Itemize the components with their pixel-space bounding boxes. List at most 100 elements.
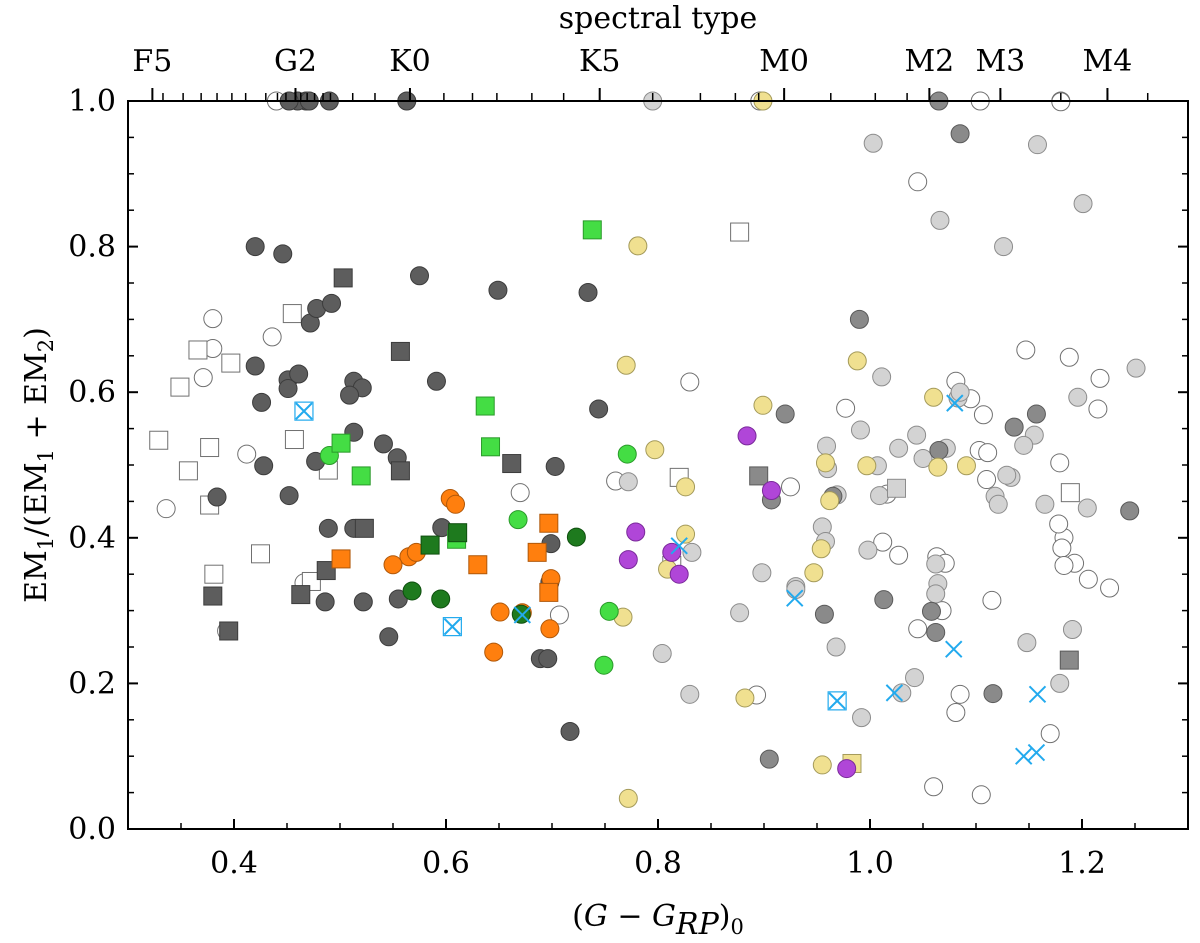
- data-point-light-gray-circle: [1014, 435, 1034, 455]
- data-point-light-gray-square: [887, 478, 906, 498]
- data-point-open-circle: [549, 605, 569, 625]
- data-point-open-circle: [977, 470, 997, 490]
- data-point-light-gray-circle: [950, 382, 970, 402]
- data-point-light-gray-circle: [1077, 498, 1097, 518]
- data-point-khaki-circle: [956, 456, 976, 476]
- data-point-khaki-circle: [645, 440, 665, 460]
- data-point-mid-gray-circle: [1120, 501, 1140, 521]
- data-point-light-gray-circle: [926, 584, 946, 604]
- x-tick-label: 0.4: [210, 846, 258, 881]
- data-point-mid-gray-circle: [775, 404, 795, 424]
- data-point-dark-gray-circle: [245, 356, 265, 376]
- data-point-open-circle: [924, 777, 944, 797]
- data-point-dark-gray-circle: [426, 371, 446, 391]
- data-point-open-circle: [237, 444, 257, 464]
- spectral-type-label: M0: [759, 44, 809, 79]
- data-point-light-gray-circle: [826, 637, 846, 657]
- data-point-open-circle: [978, 443, 998, 463]
- data-point-khaki-circle: [820, 491, 840, 511]
- data-point-dark-gray-circle: [373, 434, 393, 454]
- data-point-orange-square: [468, 555, 488, 575]
- data-point-dark-gray-circle: [315, 592, 335, 612]
- data-point-open-square: [284, 430, 304, 450]
- data-point-purple-circle: [737, 426, 757, 446]
- data-point-open-circle: [1059, 347, 1079, 367]
- data-point-khaki-circle: [804, 563, 824, 583]
- data-point-orange-square: [539, 513, 559, 533]
- data-point-dark-gray-circle: [318, 518, 338, 538]
- data-point-orange-square: [331, 549, 351, 569]
- data-point-dark-gray-circle: [289, 364, 309, 384]
- data-points-layer: [149, 91, 1146, 808]
- data-point-khaki-circle: [928, 457, 948, 477]
- data-point-dark-green-square: [420, 535, 440, 555]
- data-point-light-gray-circle: [817, 436, 837, 456]
- data-point-dark-gray-circle: [545, 456, 565, 476]
- data-point-open-circle: [908, 172, 928, 192]
- data-point-bright-green-square: [481, 437, 501, 457]
- data-point-khaki-circle: [857, 456, 877, 476]
- data-point-open-square: [178, 461, 198, 481]
- data-point-khaki-circle: [676, 477, 696, 497]
- data-point-open-square: [251, 544, 270, 564]
- data-point-dark-gray-circle: [410, 266, 429, 286]
- data-point-open-circle: [680, 372, 700, 392]
- data-point-light-gray-circle: [997, 465, 1017, 485]
- data-point-open-circle: [203, 309, 223, 329]
- data-point-dark-gray-square: [390, 461, 410, 481]
- data-point-open-circle: [873, 532, 893, 552]
- y-axis-title: EM1/(EM1 + EM2): [19, 327, 58, 603]
- data-point-open-circle: [262, 327, 282, 347]
- data-point-open-square: [1060, 483, 1080, 503]
- data-point-khaki-circle: [811, 539, 831, 559]
- data-point-khaki-circle: [618, 788, 638, 808]
- data-point-light-gray-circle: [926, 554, 946, 574]
- data-point-open-circle: [950, 684, 970, 704]
- data-point-mid-gray-circle: [874, 590, 894, 610]
- data-point-open-circle: [1088, 399, 1108, 419]
- data-point-light-gray-circle: [872, 367, 892, 387]
- data-point-open-square: [282, 304, 302, 324]
- data-point-purple-circle: [837, 759, 857, 779]
- x-tick-label: 1.2: [1058, 846, 1106, 881]
- data-point-khaki-circle: [676, 524, 696, 544]
- data-point-cross: [1028, 685, 1047, 704]
- data-point-open-square: [200, 438, 220, 458]
- data-point-bright-green-circle: [594, 655, 614, 675]
- data-point-khaki-circle: [847, 351, 867, 371]
- data-point-open-circle: [1100, 578, 1120, 598]
- data-point-light-gray-circle: [1017, 633, 1037, 653]
- data-point-bright-green-circle: [599, 601, 619, 621]
- data-point-light-gray-circle: [1027, 135, 1047, 155]
- spectral-type-label: M3: [975, 44, 1025, 79]
- data-point-dark-gray-circle: [207, 487, 227, 507]
- data-point-light-gray-circle: [863, 133, 883, 153]
- data-point-khaki-circle: [753, 395, 773, 415]
- data-point-light-gray-circle: [858, 540, 878, 560]
- data-point-light-gray-circle: [1126, 358, 1146, 378]
- data-point-bright-green-square: [475, 396, 495, 416]
- spectral-type-label: G2: [274, 44, 317, 79]
- data-point-dark-gray-circle: [340, 385, 360, 405]
- data-point-light-gray-circle: [618, 472, 638, 492]
- data-point-open-circle: [836, 398, 856, 418]
- data-point-mid-gray-circle: [950, 124, 970, 144]
- data-point-dark-gray-circle: [488, 280, 508, 300]
- data-point-dark-gray-circle: [279, 486, 299, 506]
- data-point-light-gray-circle: [752, 563, 772, 583]
- data-point-dark-gray-circle: [578, 282, 598, 302]
- data-point-dark-gray-square: [390, 341, 410, 361]
- data-point-orange-circle: [540, 619, 560, 639]
- data-point-open-circle: [1040, 724, 1060, 744]
- data-point-light-gray-circle: [1050, 673, 1070, 693]
- data-point-dark-green-square: [448, 523, 468, 543]
- data-point-orange-circle: [484, 642, 504, 662]
- data-point-mid-gray-circle: [849, 309, 869, 329]
- data-point-open-circle: [1049, 514, 1069, 534]
- data-point-purple-circle: [669, 564, 689, 584]
- data-point-orange-circle: [446, 494, 466, 514]
- plot-frame: [127, 100, 1189, 830]
- data-point-light-gray-circle: [682, 542, 702, 562]
- data-point-cross: [443, 617, 462, 636]
- spectral-type-label: M2: [904, 44, 954, 79]
